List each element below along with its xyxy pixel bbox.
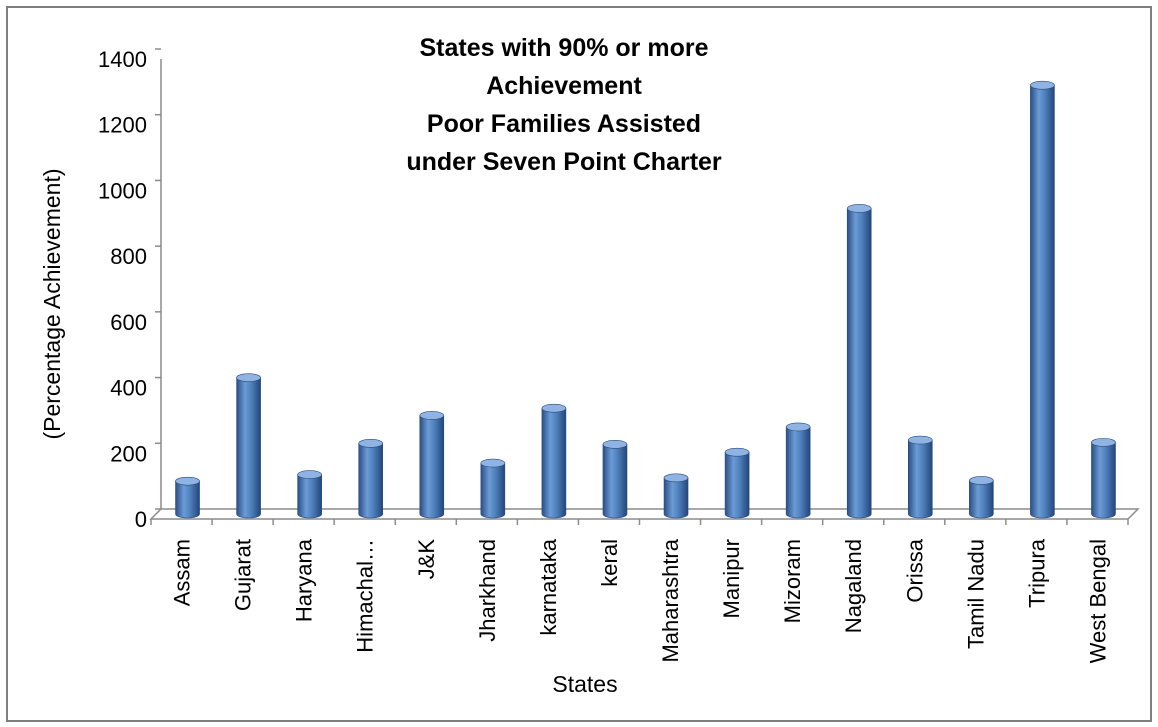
bar bbox=[358, 443, 384, 519]
chart-canvas: States with 90% or more Achievement Poor F… bbox=[39, 34, 1140, 697]
bar bbox=[236, 377, 261, 519]
bar bbox=[724, 451, 750, 519]
x-axis-floor bbox=[149, 508, 1140, 520]
x-category-label: Jharkhand bbox=[475, 539, 500, 642]
bar-top bbox=[236, 373, 261, 382]
bar-top bbox=[907, 435, 933, 445]
y-tick-label: 0 bbox=[135, 507, 147, 532]
chart-frame: States with 90% or more Achievement Poor F… bbox=[6, 6, 1152, 722]
bar bbox=[785, 426, 811, 519]
bar-top bbox=[663, 473, 689, 483]
y-tick-label: 1200 bbox=[98, 113, 147, 138]
bar bbox=[480, 462, 506, 519]
y-axis-title: (Percentage Achievement) bbox=[39, 168, 65, 439]
x-category-label: Manipur bbox=[719, 539, 744, 618]
bar bbox=[419, 415, 445, 519]
chart-title-line: States with 90% or more bbox=[420, 34, 709, 62]
x-category-label: keral bbox=[597, 539, 622, 587]
x-category-label: Haryana bbox=[292, 538, 317, 622]
bar-top bbox=[724, 447, 750, 457]
x-category-label: Gujarat bbox=[231, 539, 256, 611]
bar bbox=[1030, 84, 1055, 519]
y-tick-label: 600 bbox=[110, 310, 147, 335]
x-category-label: Nagaland bbox=[841, 539, 866, 633]
bar bbox=[602, 444, 628, 519]
bar bbox=[297, 474, 322, 519]
bar-top bbox=[785, 422, 811, 432]
y-tick-label: 200 bbox=[110, 441, 147, 466]
bar bbox=[1091, 442, 1116, 519]
bar-top bbox=[419, 411, 445, 420]
x-category-label: Assam bbox=[170, 539, 195, 606]
y-tick-label: 800 bbox=[110, 244, 147, 269]
bar-top bbox=[297, 470, 322, 479]
x-category-label: Tripura bbox=[1024, 538, 1049, 608]
bar-top bbox=[1091, 438, 1116, 447]
bar-top bbox=[175, 476, 200, 486]
x-category-label: Tamil Nadu bbox=[963, 539, 988, 649]
bar bbox=[969, 480, 994, 519]
chart-title-line: Poor Families Assisted bbox=[427, 110, 701, 138]
chart-title: States with 90% or more Achievement Poor F… bbox=[406, 34, 722, 176]
chart-bars bbox=[175, 80, 1116, 519]
bar bbox=[907, 439, 933, 519]
x-category-label: Orissa bbox=[902, 538, 927, 602]
x-category-label: West Bengal bbox=[1085, 539, 1110, 663]
chart-title-line: Achievement bbox=[486, 72, 642, 100]
bar bbox=[846, 208, 872, 519]
bar-top bbox=[602, 440, 628, 449]
bar-top bbox=[1030, 80, 1055, 90]
bar bbox=[175, 480, 200, 519]
bar-top bbox=[358, 439, 384, 448]
x-category-label: karnataka bbox=[536, 538, 561, 635]
chart-axes: 0 200 400 600 800 1000 1200 1400 (Percentage Ach… bbox=[39, 47, 1140, 697]
bar bbox=[663, 477, 689, 519]
x-axis-title: States bbox=[552, 671, 617, 697]
bar bbox=[541, 407, 567, 519]
chart-labels: Assam Gujarat Haryana Himachal… J&K Jharkhand… bbox=[170, 538, 1111, 663]
y-tick-label: 400 bbox=[110, 376, 147, 401]
bar-top bbox=[541, 403, 567, 413]
bar-top bbox=[480, 458, 506, 468]
x-category-label: J&K bbox=[414, 539, 439, 580]
y-tick-label: 1000 bbox=[98, 178, 147, 203]
bar-top bbox=[969, 476, 994, 485]
bar-top bbox=[846, 204, 872, 213]
x-category-label: Himachal… bbox=[353, 539, 378, 653]
y-tick-label: 1400 bbox=[98, 47, 147, 72]
x-category-label: Maharashtra bbox=[658, 538, 683, 662]
chart-title-line: under Seven Point Charter bbox=[406, 148, 722, 176]
x-category-label: Mizoram bbox=[780, 539, 805, 623]
